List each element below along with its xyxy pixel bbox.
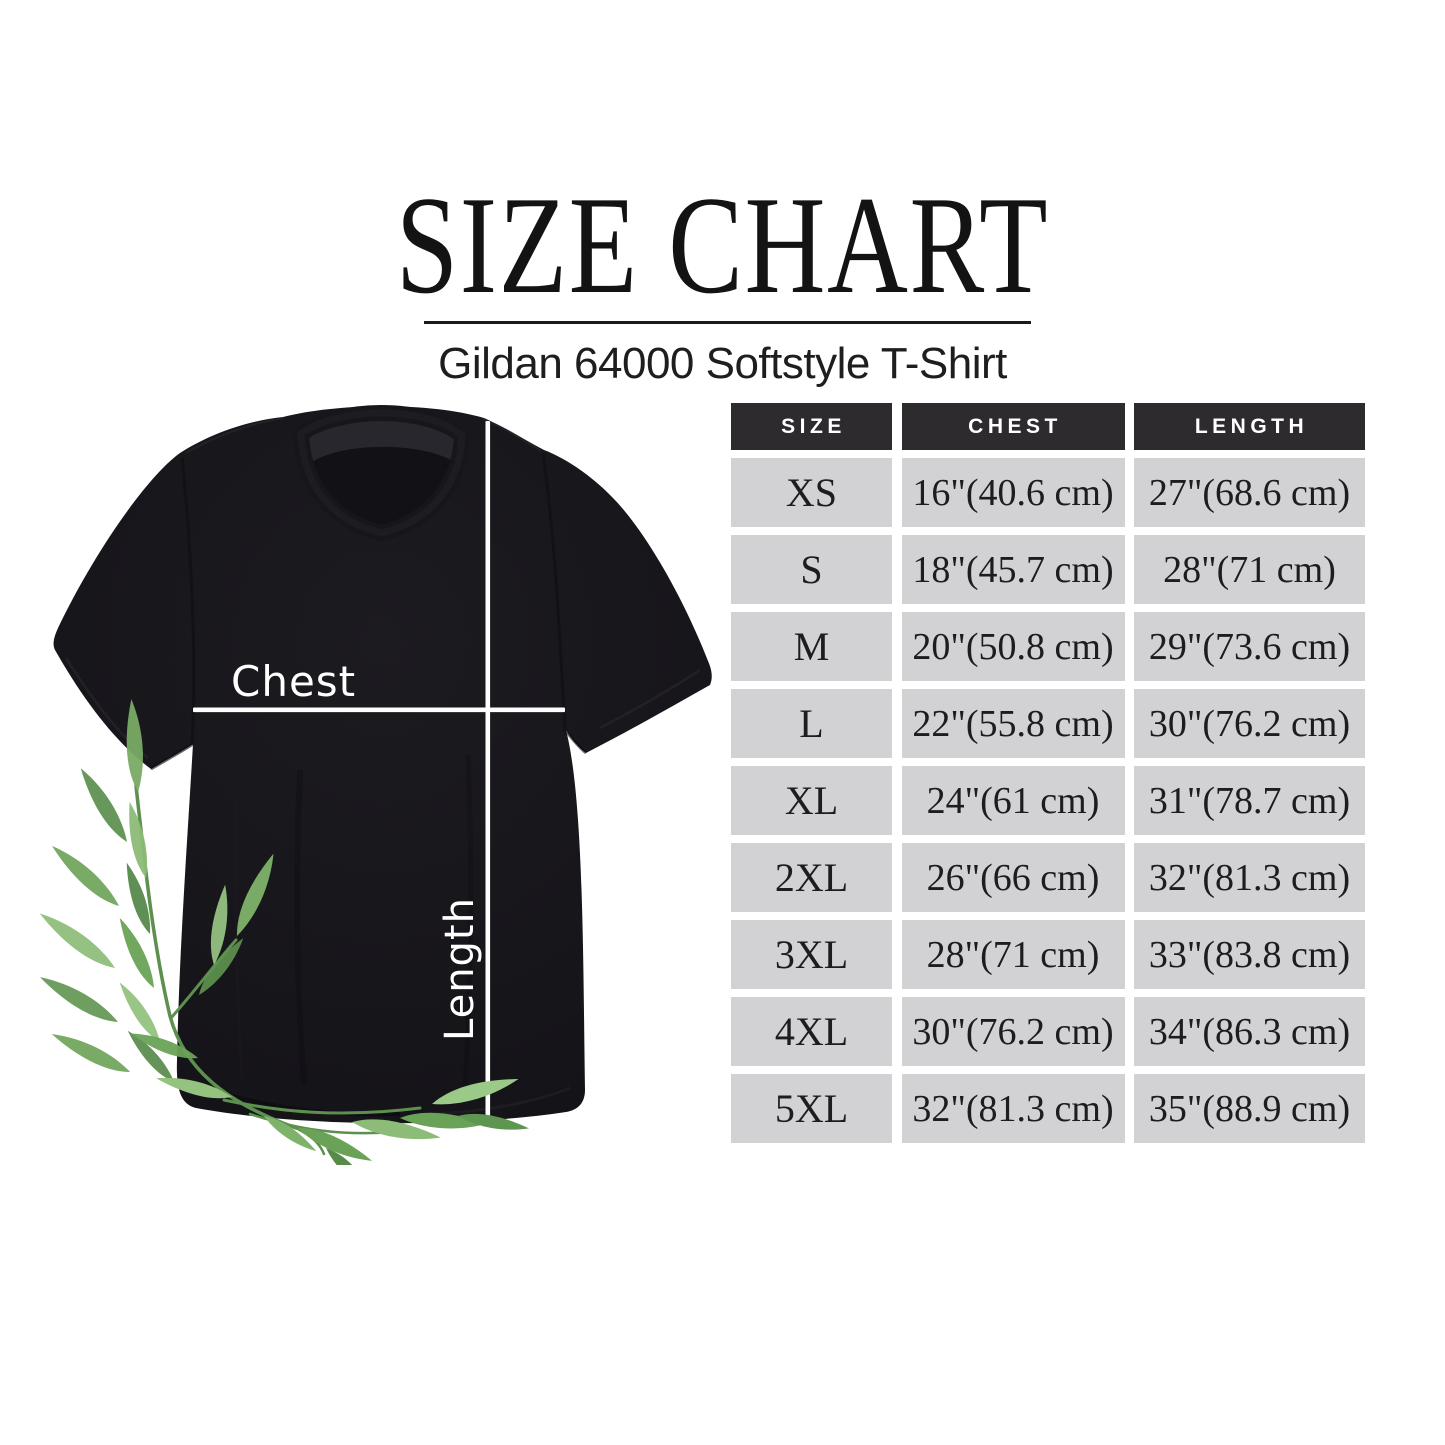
size-cell: S: [731, 535, 892, 604]
length-cell: 32"(81.3 cm): [1134, 843, 1365, 912]
chest-cell: 26"(66 cm): [901, 843, 1125, 912]
chest-cell: 24"(61 cm): [901, 766, 1125, 835]
page-subtitle: Gildan 64000 Softstyle T-Shirt: [438, 339, 1007, 388]
size-cell: XS: [731, 458, 892, 527]
leaf: [39, 977, 118, 1022]
page-title: SIZE CHART: [395, 168, 1050, 323]
tshirt-illustration: Chest Length: [39, 404, 712, 1196]
leaf: [264, 1116, 317, 1152]
length-cell: 33"(83.8 cm): [1134, 920, 1365, 989]
chest-cell: 16"(40.6 cm): [901, 458, 1125, 527]
size-table: SIZE CHEST LENGTH XS 16"(40.6 cm) 27"(68…: [731, 403, 1365, 1143]
size-cell: 2XL: [731, 843, 892, 912]
leaf: [119, 917, 154, 988]
leaf: [352, 1119, 441, 1140]
leaf: [432, 1079, 519, 1105]
size-cell: 4XL: [731, 997, 892, 1066]
leaf: [51, 845, 119, 906]
chest-cell: 28"(71 cm): [901, 920, 1125, 989]
chest-cell: 32"(81.3 cm): [901, 1074, 1125, 1143]
chest-label: Chest: [231, 657, 356, 706]
chest-measure-line: [193, 707, 565, 713]
leaf: [458, 1113, 529, 1130]
collar: [292, 404, 471, 542]
column-header-chest: CHEST: [901, 403, 1125, 450]
leaf: [156, 1077, 232, 1099]
leaf: [119, 982, 160, 1042]
leaf: [130, 1033, 198, 1059]
tshirt-diagram: Chest Length: [30, 395, 730, 1196]
leaf: [127, 1030, 174, 1082]
size-cell: L: [731, 689, 892, 758]
column-header-length: LENGTH: [1134, 403, 1365, 450]
length-cell: 28"(71 cm): [1134, 535, 1365, 604]
size-cell: M: [731, 612, 892, 681]
chest-cell: 20"(50.8 cm): [901, 612, 1125, 681]
leaf: [129, 801, 148, 878]
leaf: [400, 1112, 487, 1129]
leaf: [210, 884, 228, 965]
length-cell: 31"(78.7 cm): [1134, 766, 1365, 835]
chest-cell: 18"(45.7 cm): [901, 535, 1125, 604]
leaf: [51, 1033, 130, 1072]
leaf: [126, 699, 143, 792]
length-cell: 35"(88.9 cm): [1134, 1074, 1365, 1143]
size-cell: 5XL: [731, 1074, 892, 1143]
leaf: [39, 913, 115, 968]
length-cell: 30"(76.2 cm): [1134, 689, 1365, 758]
leaf: [236, 853, 274, 936]
length-cell: 27"(68.6 cm): [1134, 458, 1365, 527]
chest-cell: 22"(55.8 cm): [901, 689, 1125, 758]
fabric-folds: [64, 417, 701, 1117]
chest-cell: 30"(76.2 cm): [901, 997, 1125, 1066]
leaf: [298, 1127, 373, 1161]
size-cell: 3XL: [731, 920, 892, 989]
length-cell: 34"(86.3 cm): [1134, 997, 1365, 1066]
length-measure-line: [485, 421, 491, 1122]
tshirt-shape: [53, 404, 712, 1124]
title-divider: [424, 321, 1031, 324]
length-label: Length: [437, 897, 483, 1041]
leaf: [199, 938, 244, 995]
length-cell: 29"(73.6 cm): [1134, 612, 1365, 681]
leaf: [126, 862, 151, 934]
column-header-size: SIZE: [731, 403, 892, 450]
size-cell: XL: [731, 766, 892, 835]
leaf: [80, 768, 127, 842]
